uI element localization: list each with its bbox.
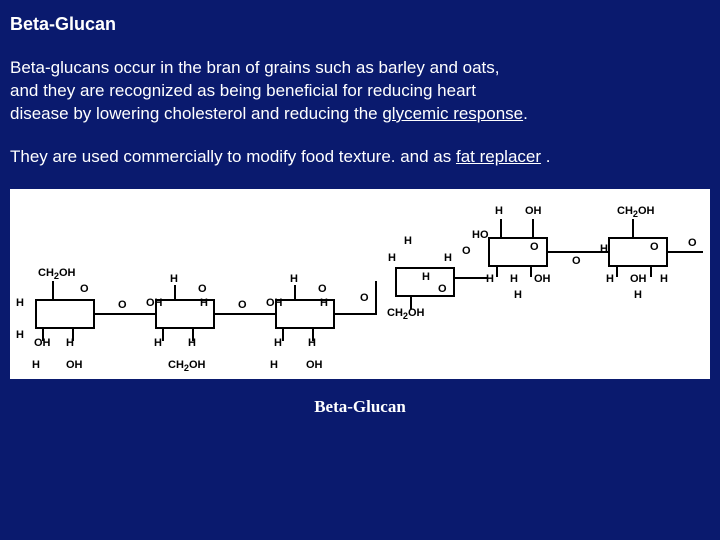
slide-container: Beta-Glucan Beta-glucans occur in the br… — [0, 0, 720, 540]
chemical-structure-diagram: O O O O O O CH2OH O H H OH H H OH H OH H… — [10, 189, 710, 379]
p2-text-a: They are used commercially to modify foo… — [10, 147, 456, 166]
paragraph-2: They are used commercially to modify foo… — [10, 146, 710, 169]
slide-title: Beta-Glucan — [10, 14, 710, 35]
p1-text-c: . — [523, 104, 528, 123]
p1-underline: glycemic response — [382, 104, 523, 123]
paragraph-1: Beta-glucans occur in the bran of grains… — [10, 57, 530, 126]
diagram-caption: Beta-Glucan — [10, 397, 710, 417]
p2-text-c: . — [541, 147, 550, 166]
p2-underline: fat replacer — [456, 147, 541, 166]
